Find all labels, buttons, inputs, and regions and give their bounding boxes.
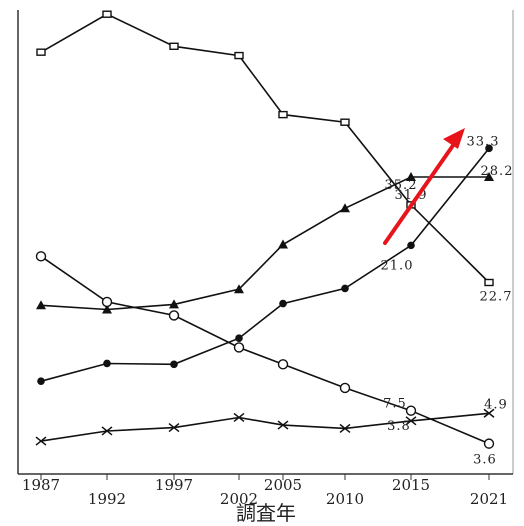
arrow-shaft: [383, 142, 456, 245]
data-label: 3.8: [387, 419, 411, 434]
data-label: 4.9: [484, 397, 508, 412]
data-label: 28.2: [481, 164, 514, 179]
series-line: [40, 412, 490, 442]
data-label: 7.5: [383, 397, 407, 412]
square-marker: [102, 10, 112, 18]
dot-marker: [235, 334, 243, 342]
triangle-marker: [406, 172, 416, 182]
square-marker: [278, 110, 288, 119]
cross-marker: [405, 416, 417, 426]
triangle-marker: [234, 284, 244, 294]
arrow-head: [443, 128, 465, 149]
data-label: 35.2: [385, 178, 418, 193]
dot-marker: [279, 299, 287, 308]
x-tick-label: 2010: [326, 490, 364, 508]
cross-marker: [233, 412, 245, 423]
x-tick-label: 1987: [22, 476, 60, 494]
data-label: 33.3: [467, 134, 500, 149]
axes: 1987 1992 1997 2002 2005 2010 2015 2021: [17, 10, 514, 508]
data-label: 22.7: [480, 289, 513, 304]
circle-marker: [339, 382, 351, 394]
dot-marker: [170, 360, 178, 369]
dot-marker: [341, 284, 349, 293]
circle-marker: [233, 342, 245, 353]
dot-marker: [37, 377, 45, 386]
circle-marker: [483, 438, 495, 449]
dot-marker: [103, 359, 111, 368]
series-line: [40, 176, 489, 311]
triangle-marker: [278, 239, 288, 249]
square-marker: [484, 278, 494, 287]
cross-marker: [483, 408, 495, 418]
data-label: 3.6: [473, 453, 497, 468]
square-marker: [234, 51, 244, 60]
x-tick-label: 2015: [392, 476, 430, 494]
square-marker: [36, 48, 46, 56]
series-line: [40, 255, 490, 445]
dot-marker: [485, 144, 493, 153]
x-tick-label: 2021: [470, 490, 508, 508]
triangle-marker: [484, 172, 494, 182]
triangle-marker: [340, 203, 350, 213]
circle-marker: [35, 251, 47, 262]
triangle-marker: [169, 299, 179, 309]
x-tick-label: 2005: [264, 476, 302, 494]
x-tick-label: 1992: [88, 490, 126, 508]
series-line: [40, 147, 490, 382]
dot-marker: [407, 241, 415, 250]
trend-arrow: [383, 128, 465, 245]
circle-marker: [405, 405, 417, 416]
circle-marker: [101, 296, 113, 308]
square-marker: [340, 118, 350, 126]
cross-marker: [101, 426, 113, 436]
circle-marker: [168, 310, 180, 321]
cross-marker: [339, 423, 351, 434]
triangle-marker: [102, 304, 112, 314]
data-labels: 31.922.735.228.27.53.621.033.33.84.9: [381, 134, 514, 468]
cross-marker: [168, 423, 180, 433]
series-lines: [40, 13, 490, 445]
series-line: [40, 13, 490, 284]
x-tick-label: 2002: [220, 490, 258, 508]
x-tick-label: 1997: [155, 476, 193, 494]
x-axis-title: 調査年: [236, 501, 296, 525]
circle-marker: [277, 359, 289, 370]
cross-marker: [35, 436, 47, 446]
square-marker: [169, 42, 179, 50]
triangle-marker: [36, 300, 46, 310]
markers: [35, 10, 495, 449]
data-label: 21.0: [381, 258, 414, 273]
cross-marker: [277, 420, 289, 430]
